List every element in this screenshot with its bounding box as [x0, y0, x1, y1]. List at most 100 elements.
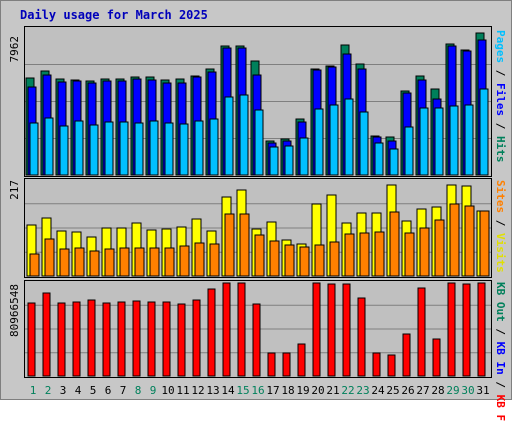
kbf-bar [27, 302, 36, 377]
day-label: 27 [416, 384, 429, 397]
kbf-bar [222, 282, 231, 377]
day-label: 23 [356, 384, 369, 397]
kbf-bar [342, 283, 351, 377]
pages-bar [44, 117, 54, 176]
legend-separator: / [494, 374, 507, 395]
day-label: 7 [120, 384, 127, 397]
legend-visits: Visits [494, 233, 507, 273]
kbf-bar [57, 302, 66, 377]
pages-bar [254, 109, 264, 176]
day-label: 18 [281, 384, 294, 397]
day-label: 14 [221, 384, 235, 397]
legend-separator: / [494, 213, 507, 233]
pages-bar [149, 120, 159, 176]
pages-bar [119, 121, 129, 176]
kbf-bar [372, 352, 381, 377]
legend-pages: Pages [494, 30, 507, 64]
kbf-bar [87, 299, 96, 377]
kbf-bar [147, 301, 156, 377]
kbf-bar [447, 282, 456, 377]
day-label: 3 [60, 384, 67, 397]
pages-bar [314, 108, 324, 176]
pages-bar [359, 111, 369, 176]
chart-plot: 1 2 3 4 5 6 7 8 9 10 11 12 13 14 15 16 17 18 19 20 21 22 23 24 2… [25, 32, 491, 397]
day-label: 28 [431, 384, 444, 397]
day-label: 8 [135, 384, 142, 397]
kbf-bar [117, 301, 126, 377]
pages-bar [269, 146, 279, 176]
pages-bar [404, 126, 414, 176]
legend-kbin: KB In [494, 341, 507, 375]
pages-bar [224, 96, 234, 176]
sites-bar [44, 238, 55, 277]
day-label: 21 [326, 384, 339, 397]
day-label: 30 [461, 384, 474, 397]
legend-separator: / [494, 63, 507, 83]
legend-separator: / [494, 321, 507, 342]
pages-bar [194, 120, 204, 176]
sites-bar [164, 247, 175, 277]
day-label: 13 [206, 384, 219, 397]
legend-kbout: KB Out [494, 282, 507, 322]
day-label: 5 [90, 384, 97, 397]
pages-bar [179, 123, 189, 176]
sites-bar [59, 248, 70, 277]
day-label: 26 [401, 384, 414, 397]
sites-bar [209, 243, 220, 277]
sites-bar [194, 242, 205, 277]
kbf-bar [282, 352, 291, 377]
pages-bar [389, 148, 399, 176]
kbf-bar [297, 343, 306, 377]
day-label: 29 [446, 384, 459, 397]
pages-bar [449, 105, 459, 176]
pages-bar [284, 145, 294, 176]
day-label: 24 [371, 384, 385, 397]
kbf-bar [42, 292, 51, 377]
sites-bar [359, 232, 370, 277]
pages-bar [329, 104, 339, 176]
kbf-bar [207, 288, 216, 377]
pages-bar [134, 122, 144, 176]
kbf-bar [72, 301, 81, 377]
kbf-bar [357, 297, 366, 377]
sites-bar [389, 211, 400, 277]
pages-bar [74, 120, 84, 176]
day-label: 16 [251, 384, 264, 397]
legend-separator: / [494, 116, 507, 136]
kbf-bar [132, 300, 141, 377]
sites-bar [404, 232, 415, 277]
sites-bar [149, 247, 160, 277]
day-label: 19 [296, 384, 309, 397]
sites-bar [314, 244, 325, 277]
day-label: 9 [150, 384, 157, 397]
kbf-bar [327, 283, 336, 377]
day-label: 15 [236, 384, 249, 397]
sites-bar [134, 247, 145, 277]
sites-bar [119, 247, 130, 277]
pages-bar [344, 98, 354, 176]
pages-bar [164, 122, 174, 176]
sites-bar [74, 247, 85, 277]
kbf-bar [162, 301, 171, 377]
sites-bar [464, 205, 475, 277]
sites-bar [434, 219, 445, 277]
kbf-bar [192, 299, 201, 377]
day-label: 25 [386, 384, 399, 397]
sites-bar [419, 227, 430, 277]
kbf-bar [312, 282, 321, 377]
kbf-bar [177, 303, 186, 377]
pages-bar [374, 142, 384, 176]
kbf-bar [417, 287, 426, 377]
sites-bar [89, 250, 100, 277]
pages-bar [299, 137, 309, 176]
legend-hits: Hits [494, 136, 507, 163]
kbf-bar [267, 352, 276, 377]
sites-bar [104, 248, 115, 277]
kbf-bar [432, 338, 441, 377]
kbf-bar [252, 303, 261, 377]
sites-bar [374, 231, 385, 277]
day-label: 17 [266, 384, 279, 397]
kbf-bar [237, 282, 246, 377]
sites-bar [284, 244, 295, 277]
pages-bar [104, 121, 114, 176]
